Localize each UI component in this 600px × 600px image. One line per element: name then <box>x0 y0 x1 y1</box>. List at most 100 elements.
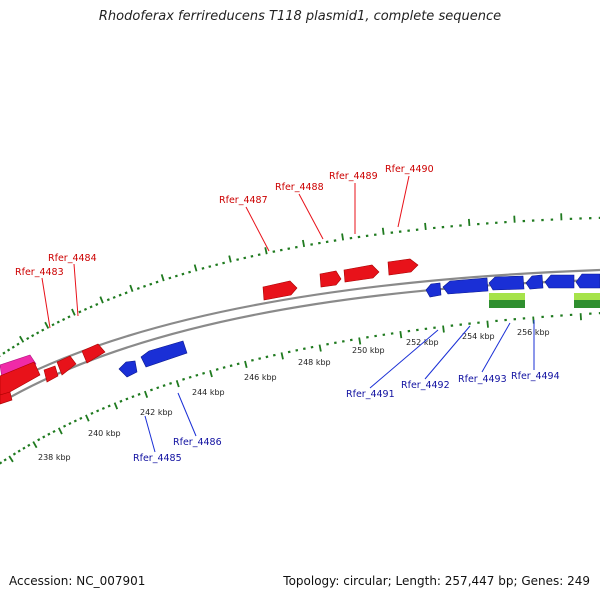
forward-gene-arrow[interactable] <box>56 355 77 376</box>
forward-genes <box>0 258 419 405</box>
tick-mark <box>67 315 71 319</box>
tick-mark <box>96 409 100 413</box>
tick-label: 244 kbp <box>192 388 225 397</box>
tick-mark <box>168 276 172 280</box>
forward-gene-arrow[interactable] <box>81 343 106 364</box>
tick-mark <box>99 296 104 304</box>
tick-mark <box>228 255 232 263</box>
reverse-gene-arrow[interactable] <box>140 340 188 368</box>
tick-mark <box>125 397 129 401</box>
forward-gene-arrow[interactable] <box>0 391 13 405</box>
forward-gene-arrow[interactable] <box>319 270 342 288</box>
tick-mark <box>244 360 248 369</box>
gene-label[interactable]: Rfer_4483 <box>15 267 64 278</box>
tick-label: 252 kbp <box>406 338 439 347</box>
tick-mark <box>442 325 445 333</box>
tick-mark <box>31 334 35 338</box>
outer-tick-ring <box>0 213 600 357</box>
tick-mark <box>160 274 165 282</box>
tick-mark <box>78 310 82 314</box>
reverse-gene-arrow[interactable] <box>575 273 600 289</box>
tick-mark <box>222 366 226 369</box>
feature-block[interactable] <box>489 300 525 308</box>
tick-mark <box>0 461 3 465</box>
tick-mark <box>26 336 30 341</box>
feature-block[interactable] <box>574 293 600 300</box>
tick-mark <box>215 263 219 267</box>
tick-mark <box>119 399 123 403</box>
forward-gene-arrow[interactable] <box>43 365 59 383</box>
reverse-gene-arrow[interactable] <box>525 274 544 290</box>
tick-mark <box>11 345 15 349</box>
forward-gene-arrow[interactable] <box>262 280 298 301</box>
tick-mark <box>27 443 31 447</box>
gene-label[interactable]: Rfer_4492 <box>401 380 450 391</box>
tick-mark <box>264 247 268 255</box>
tick-mark <box>71 308 76 316</box>
tick-mark <box>182 377 186 381</box>
summary-text: Topology: circular; Length: 257,447 bp; … <box>283 574 590 588</box>
tick-mark <box>149 388 153 392</box>
gene-label[interactable]: Rfer_4484 <box>48 253 97 264</box>
gene-label[interactable]: Rfer_4494 <box>511 371 560 382</box>
tick-mark <box>90 411 94 415</box>
tick-mark <box>41 328 45 332</box>
tick-mark <box>22 446 26 450</box>
tick-mark <box>95 302 99 306</box>
tick-label: 242 kbp <box>140 408 173 417</box>
tick-mark <box>251 358 254 362</box>
tick-mark <box>36 331 40 335</box>
tick-mark <box>208 265 212 268</box>
reverse-gene-arrow[interactable] <box>425 282 442 298</box>
tick-mark <box>56 320 60 324</box>
tick-mark <box>143 284 147 288</box>
gene-label[interactable]: Rfer_4488 <box>275 182 324 193</box>
tick-mark <box>3 458 7 462</box>
tick-mark <box>215 368 219 371</box>
gene-label[interactable]: Rfer_4493 <box>458 374 507 385</box>
gene-label[interactable]: Rfer_4486 <box>173 437 222 448</box>
tick-mark <box>62 317 66 321</box>
tick-mark <box>79 416 83 420</box>
tick-mark <box>101 406 105 410</box>
gene-label[interactable]: Rfer_4485 <box>133 453 182 464</box>
tick-mark <box>399 331 403 339</box>
tick-mark <box>424 222 427 231</box>
tick-mark <box>486 320 489 328</box>
forward-gene-arrow[interactable] <box>343 264 380 283</box>
gene-leader-line <box>245 206 270 252</box>
gene-leader-line <box>424 325 471 380</box>
reverse-gene-arrow[interactable] <box>442 277 489 295</box>
tick-mark <box>57 427 63 435</box>
tick-mark <box>302 239 306 248</box>
forward-gene-arrow[interactable] <box>0 361 41 397</box>
tick-mark <box>149 282 153 286</box>
tick-mark <box>131 395 135 399</box>
gene-leader-line <box>73 263 79 317</box>
tick-mark <box>8 455 14 463</box>
gene-label[interactable]: Rfer_4487 <box>219 195 268 206</box>
gene-label[interactable]: Rfer_4489 <box>329 171 378 182</box>
tick-mark <box>209 370 213 378</box>
tick-mark <box>113 402 119 410</box>
tick-mark <box>12 452 17 456</box>
forward-gene-arrow[interactable] <box>387 258 419 276</box>
reverse-gene-arrow[interactable] <box>118 360 138 378</box>
tick-mark <box>280 352 284 360</box>
tick-mark <box>258 357 262 360</box>
tick-mark <box>341 233 345 241</box>
feature-block[interactable] <box>489 293 525 300</box>
gene-label[interactable]: Rfer_4491 <box>346 389 395 400</box>
tick-mark <box>51 323 55 327</box>
tick-mark <box>124 291 128 295</box>
feature-block[interactable] <box>574 300 600 308</box>
map-title: Rhodoferax ferrireducens T118 plasmid1, … <box>98 9 502 24</box>
reverse-gene-arrow[interactable] <box>544 274 575 289</box>
tick-mark <box>6 348 11 352</box>
gene-leader-line <box>481 322 511 373</box>
gene-label[interactable]: Rfer_4490 <box>385 164 434 175</box>
tick-mark <box>89 305 93 309</box>
reverse-gene-arrow[interactable] <box>488 275 525 291</box>
tick-mark <box>118 293 122 297</box>
tick-mark <box>202 371 206 375</box>
